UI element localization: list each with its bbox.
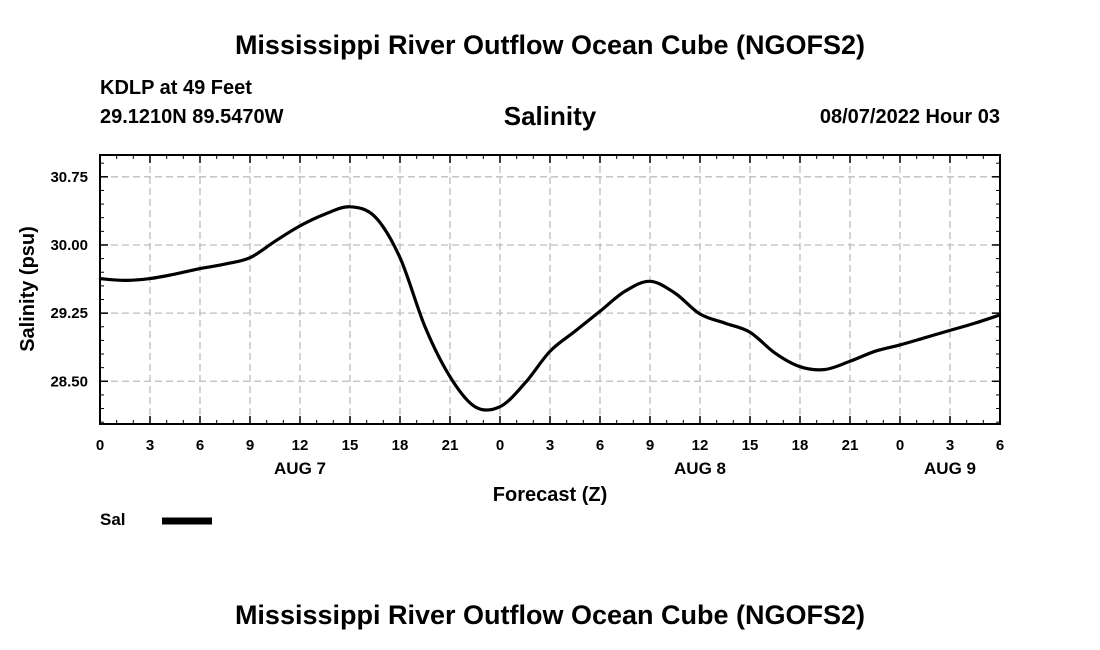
x-tick-label: 15	[742, 437, 759, 454]
data-point	[623, 290, 627, 293]
data-point	[823, 368, 827, 371]
day-label: AUG 7	[274, 459, 326, 478]
x-tick-label: 0	[896, 437, 904, 454]
x-tick-label: 0	[96, 437, 104, 454]
timestamp-label: 08/07/2022 Hour 03	[819, 106, 1000, 128]
station-label: KDLP at 49 Feet	[100, 77, 252, 99]
data-point	[348, 205, 352, 208]
data-point	[473, 405, 477, 408]
data-point	[273, 240, 277, 243]
x-tick-label: 15	[342, 437, 359, 454]
plot-frame	[99, 154, 1001, 425]
x-tick-label: 3	[946, 437, 954, 454]
data-point	[873, 350, 877, 353]
x-tick-label: 12	[692, 437, 709, 454]
data-point	[698, 312, 702, 316]
data-point	[648, 280, 652, 283]
data-point	[598, 310, 602, 313]
data-point	[798, 365, 802, 368]
data-point	[248, 256, 252, 259]
x-tick-label: 6	[196, 437, 204, 454]
data-point	[148, 277, 152, 280]
x-tick-label: 18	[792, 437, 809, 454]
y-tick-label: 30.00	[50, 237, 88, 254]
data-point	[573, 330, 577, 333]
data-point	[448, 375, 452, 378]
x-tick-label: 9	[646, 437, 654, 454]
data-point	[973, 321, 977, 325]
data-point	[848, 360, 852, 363]
footer-title: Mississippi River Outflow Ocean Cube (NG…	[234, 600, 866, 630]
variable-title: Salinity	[503, 101, 597, 131]
y-tick-label: 30.75	[50, 169, 88, 186]
data-point	[923, 336, 927, 339]
data-point	[773, 351, 777, 355]
x-tick-label: 3	[146, 437, 154, 454]
data-point	[123, 279, 127, 282]
data-point	[523, 381, 527, 385]
x-axis-title: Forecast (Z)	[493, 484, 607, 506]
x-tick-label: 21	[842, 437, 859, 454]
data-point	[498, 405, 502, 408]
chart-title: Mississippi River Outflow Ocean Cube (NG…	[234, 30, 866, 60]
data-point	[173, 272, 177, 276]
x-tick-label: 0	[496, 437, 504, 454]
y-tick-label: 28.50	[50, 373, 88, 390]
data-point	[198, 267, 202, 270]
y-tick-label: 29.25	[50, 305, 88, 322]
y-axis-title: Salinity (psu)	[17, 226, 39, 352]
data-point	[723, 321, 727, 325]
data-point	[423, 325, 427, 328]
data-point	[398, 256, 402, 259]
x-tick-label: 9	[246, 437, 254, 454]
day-label: AUG 8	[674, 459, 726, 478]
x-tick-label: 3	[546, 437, 554, 454]
x-tick-label: 6	[996, 437, 1004, 454]
x-tick-label: 18	[392, 437, 409, 454]
x-tick-label: 12	[292, 437, 309, 454]
x-tick-label: 6	[596, 437, 604, 454]
data-point	[323, 212, 327, 216]
data-point	[298, 224, 302, 228]
data-point	[673, 291, 677, 295]
coordinates-label: 29.1210N 89.5470W	[100, 106, 284, 128]
day-label: AUG 9	[924, 459, 976, 478]
data-point	[948, 329, 952, 332]
legend: Sal	[100, 510, 212, 529]
data-point	[898, 343, 902, 347]
legend-label-sal: Sal	[100, 510, 126, 529]
x-tick-label: 21	[442, 437, 459, 454]
data-point	[223, 262, 227, 266]
data-point	[373, 215, 377, 218]
data-point	[548, 350, 552, 353]
data-point	[748, 331, 752, 334]
